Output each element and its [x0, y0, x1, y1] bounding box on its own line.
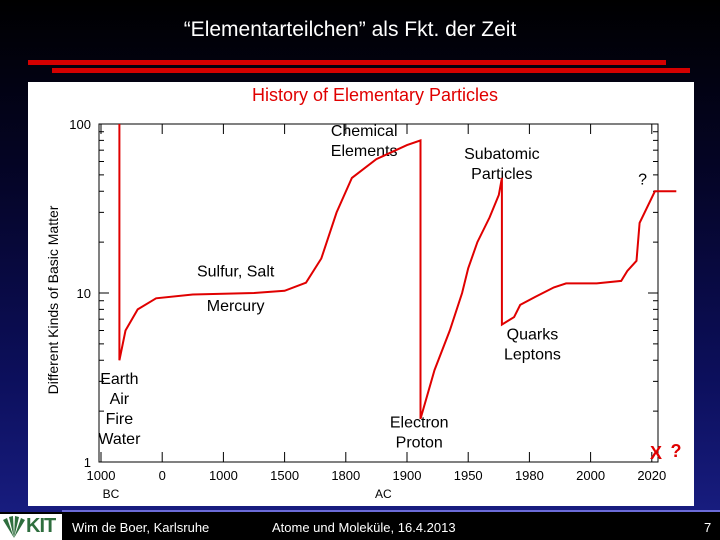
annotation-label: Subatomic: [464, 146, 540, 163]
chart-panel: History of Elementary Particles Differen…: [28, 82, 694, 506]
x-tick-label: 1980: [515, 468, 544, 483]
y-tick-label: 1: [84, 455, 91, 470]
annotation-label: Earth: [100, 371, 138, 388]
chart-title: History of Elementary Particles: [252, 85, 498, 105]
x-tick-label: 2000: [576, 468, 605, 483]
x-tick-label: 1950: [454, 468, 483, 483]
x-tick-label: 1000: [87, 468, 116, 483]
title-rule-bottom: [52, 68, 690, 73]
particle-history-chart: History of Elementary Particles Differen…: [45, 85, 682, 501]
annotation-label: Water: [98, 431, 141, 448]
annotation-layer: Earth Air Fire Water Sulfur, Salt Mercury Chem…: [98, 123, 647, 452]
annotation-label: Air: [110, 391, 130, 408]
annotation-label: Leptons: [504, 347, 561, 364]
annotation-label: Electron: [390, 415, 449, 432]
era-label: AC: [375, 487, 392, 501]
history-curve: [118, 124, 677, 420]
corner-mark-question: ?: [671, 441, 682, 461]
annotation-label: Mercury: [207, 298, 265, 315]
annotation-label: Fire: [106, 411, 134, 428]
corner-mark-x: X: [650, 443, 662, 463]
x-tick-label: 1900: [393, 468, 422, 483]
footer-talk: Atome und Moleküle, 16.4.2013: [272, 520, 456, 535]
annotation-label: Particles: [471, 166, 532, 183]
title-rule-top: [28, 60, 666, 65]
y-axis-label: Different Kinds of Basic Matter: [45, 205, 61, 394]
annotation-label: ?: [638, 171, 647, 188]
x-tick-label: 1000: [209, 468, 238, 483]
era-label: BC: [103, 487, 120, 501]
x-tick-label: 0: [159, 468, 166, 483]
page-number: 7: [704, 520, 712, 535]
slide-title: “Elementarteilchen” als Fkt. der Zeit: [183, 18, 517, 41]
annotation-label: Quarks: [507, 327, 559, 344]
corner-mark: X?: [650, 441, 682, 463]
tick-layer: [99, 123, 658, 463]
kit-logo-text: KIT: [26, 515, 56, 537]
kit-logo: KIT: [0, 514, 62, 540]
y-tick-label: 10: [77, 286, 91, 301]
x-tick-label: 1800: [331, 468, 360, 483]
annotation-label: Proton: [396, 435, 443, 452]
annotation-label: Sulfur, Salt: [197, 264, 275, 281]
y-tick-label: 100: [69, 117, 91, 132]
footer-bar: [0, 512, 720, 540]
footer-divider: [62, 510, 720, 512]
kit-logo-fan-icon: [3, 516, 25, 538]
annotation-label: Elements: [331, 143, 398, 160]
footer-author: Wim de Boer, Karlsruhe: [72, 520, 210, 535]
annotation-label: Chemical: [331, 123, 398, 140]
plot-frame: [98, 123, 659, 463]
x-tick-label: 1500: [270, 468, 299, 483]
x-tick-label: 2020: [637, 468, 666, 483]
